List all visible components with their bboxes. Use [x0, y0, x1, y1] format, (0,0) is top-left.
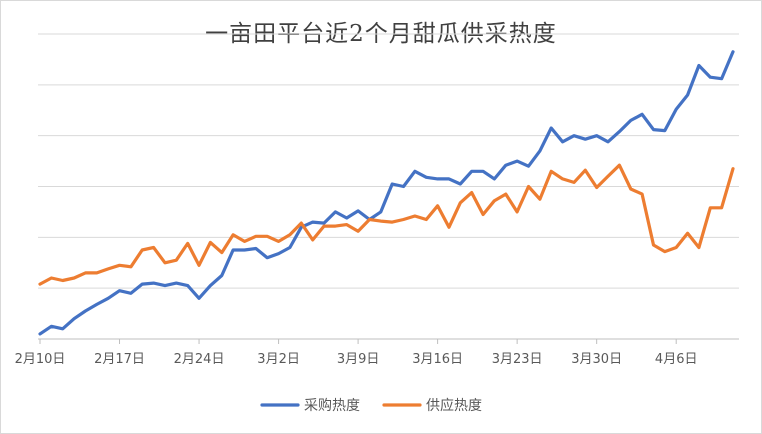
x-tick-label: 2月17日 [94, 352, 145, 367]
x-tick-label: 4月6日 [655, 352, 698, 367]
x-tick-label: 3月30日 [571, 352, 622, 367]
legend-label-1: 采购热度 [304, 398, 360, 414]
x-tick-label: 3月23日 [492, 352, 543, 367]
legend: 采购热度 供应热度 [260, 397, 482, 414]
x-tick-label: 3月9日 [337, 352, 380, 367]
gridlines [38, 33, 739, 289]
series-line-2 [38, 163, 735, 286]
x-tick-label: 3月16日 [412, 352, 463, 367]
x-tick-label: 2月24日 [174, 352, 225, 367]
x-tick-label: 3月2日 [257, 352, 300, 367]
series-lines [38, 50, 735, 336]
series-line-1 [38, 50, 735, 336]
legend-label-2: 供应热度 [426, 397, 482, 414]
x-axis: 2月10日 2月17日 2月24日 3月2日 3月9日 3月16日 3月23日 3月30日 4月… [15, 338, 739, 367]
x-tick-label: 2月10日 [15, 352, 66, 367]
